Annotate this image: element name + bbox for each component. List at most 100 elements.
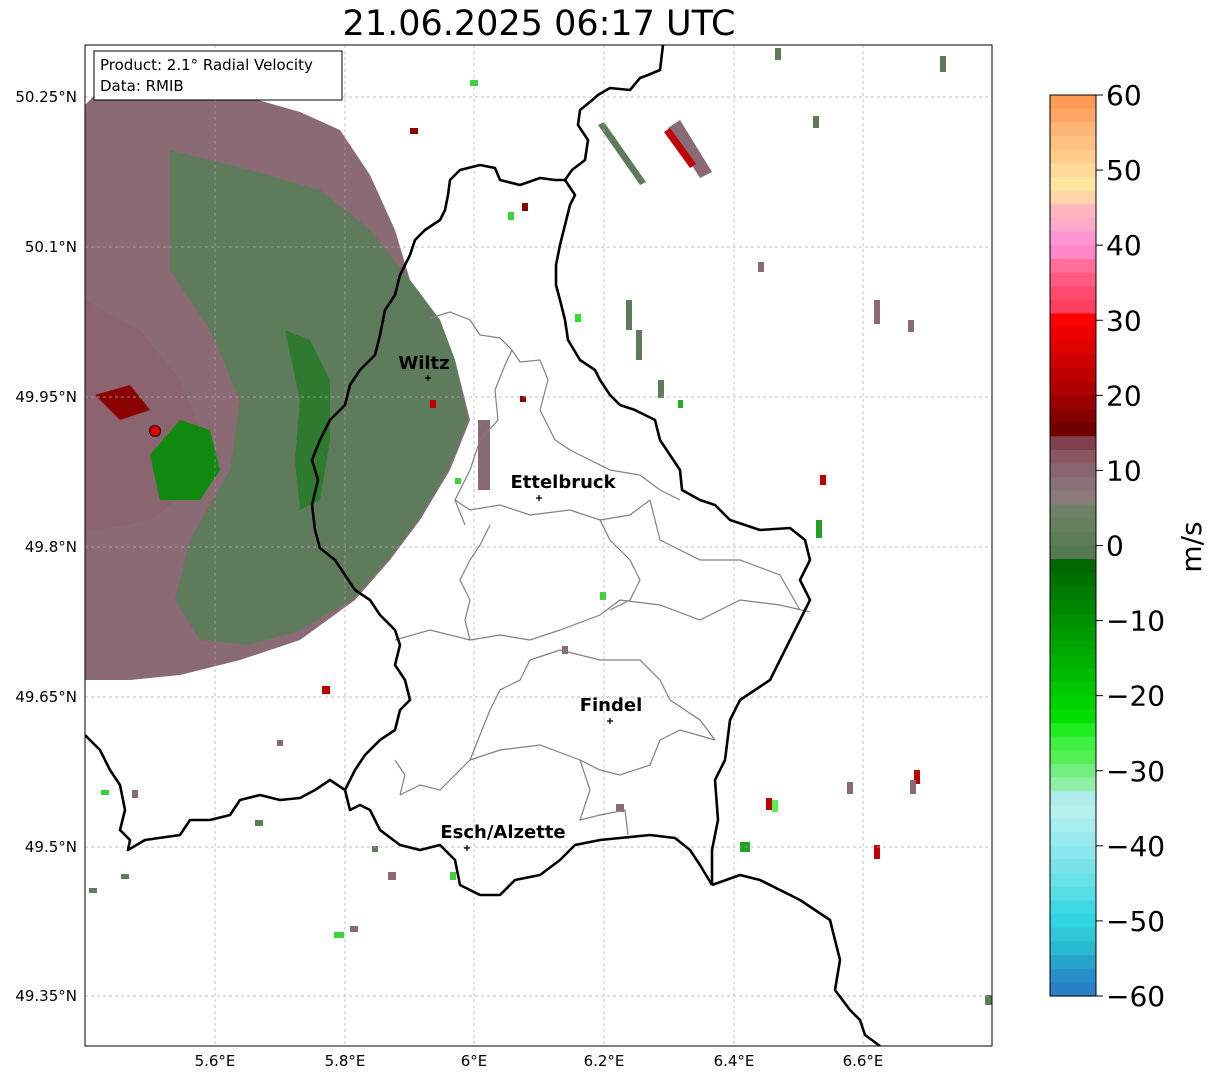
radar-site-marker: [149, 425, 161, 437]
colorbar-segment: [1050, 531, 1096, 547]
colorbar-segment: [1050, 504, 1096, 519]
city-marker-findel: [607, 718, 613, 724]
colorbar-tick-label: 10: [1106, 454, 1142, 487]
city-marker-esch: [464, 845, 470, 851]
colorbar-segment: [1050, 490, 1096, 506]
colorbar-segment: [1050, 736, 1096, 751]
colorbar-ticks: 60 50 40 30 20 10 0 −10 −20 −30 −40 −50 −60: [1096, 79, 1165, 1013]
colorbar-segment: [1050, 695, 1096, 710]
colorbar-segment: [1050, 668, 1096, 683]
colorbar-segment: [1050, 750, 1096, 765]
colorbar-segment: [1050, 190, 1096, 205]
colorbar-segment: [1050, 545, 1096, 560]
lat-label-49.95: 49.95°N: [15, 388, 77, 406]
lat-label-49.5: 49.5°N: [25, 838, 77, 856]
colorbar-segment: [1050, 299, 1096, 315]
lon-label-6.6: 6.6°E: [843, 1052, 884, 1070]
lat-label-50.1: 50.1°N: [25, 238, 77, 256]
lat-label-49.65: 49.65°N: [15, 688, 77, 706]
colorbar-segment: [1050, 586, 1096, 601]
echo-dark-green-band: [285, 330, 330, 510]
lat-label-49.8: 49.8°N: [25, 538, 77, 556]
colorbar-segment: [1050, 122, 1096, 137]
colorbar-segments: [1050, 95, 1096, 997]
colorbar-segment: [1050, 886, 1096, 902]
colorbar-segment: [1050, 763, 1096, 779]
city-label-wiltz: Wiltz: [398, 353, 449, 374]
colorbar-segment: [1050, 176, 1096, 192]
echo-near-radar-red: [95, 385, 150, 420]
colorbar-tick-label: 20: [1106, 379, 1142, 412]
city-marker-wiltz: [425, 375, 431, 381]
colorbar-segment: [1050, 477, 1096, 492]
city-label-esch: Esch/Alzette: [440, 822, 565, 843]
map-frame: [84, 44, 993, 1047]
colorbar-segment: [1050, 613, 1096, 629]
colorbar-segment: [1050, 832, 1096, 847]
colorbar-segment: [1050, 914, 1096, 929]
info-product: Product: 2.1° Radial Velocity: [100, 56, 313, 74]
colorbar-segment: [1050, 804, 1096, 820]
map-title: 21.06.2025 06:17 UTC: [342, 4, 736, 44]
colorbar-tick-label: 40: [1106, 229, 1142, 262]
colorbar-tick-label: 30: [1106, 304, 1142, 337]
colorbar-segment: [1050, 204, 1096, 219]
colorbar-segment: [1050, 368, 1096, 383]
radar-echo-field: [85, 88, 470, 680]
lat-label-49.35: 49.35°N: [15, 987, 77, 1005]
colorbar-segment: [1050, 654, 1096, 669]
colorbar-tick-label: −50: [1106, 905, 1165, 938]
colorbar-segment: [1050, 436, 1096, 451]
colorbar-segment: [1050, 859, 1096, 874]
colorbar-segment: [1050, 941, 1096, 956]
colorbar-segment: [1050, 518, 1096, 533]
colorbar-segment: [1050, 968, 1096, 983]
canton-borders: [394, 311, 811, 836]
city-label-findel: Findel: [580, 695, 643, 716]
colorbar-segment: [1050, 381, 1096, 396]
colorbar-tick-label: −20: [1106, 680, 1165, 713]
colorbar-segment: [1050, 641, 1096, 656]
colorbar-segment: [1050, 900, 1096, 915]
colorbar-segment: [1050, 572, 1096, 588]
colorbar-tick-label: −30: [1106, 755, 1165, 788]
colorbar-segment: [1050, 108, 1096, 123]
colorbar-segment: [1050, 327, 1096, 342]
colorbar-tick-label: −40: [1106, 830, 1165, 863]
colorbar-segment: [1050, 845, 1096, 861]
colorbar-tick-label: −60: [1106, 980, 1165, 1013]
lon-label-6.4: 6.4°E: [714, 1052, 755, 1070]
colorbar-segment: [1050, 422, 1096, 437]
colorbar-segment: [1050, 463, 1096, 478]
colorbar-unit-label: m/s: [1175, 521, 1207, 572]
country-borders: [85, 45, 881, 1046]
lat-label-50.25: 50.25°N: [15, 88, 77, 106]
colorbar-segment: [1050, 395, 1096, 410]
colorbar-segment: [1050, 873, 1096, 888]
info-box: Product: 2.1° Radial Velocity Data: RMIB: [93, 50, 343, 101]
colorbar-segment: [1050, 709, 1096, 724]
colorbar-segment: [1050, 163, 1096, 178]
colorbar-tick-label: −10: [1106, 605, 1165, 638]
colorbar-segment: [1050, 354, 1096, 369]
lon-label-6.0: 6°E: [461, 1052, 488, 1070]
graticule: [85, 45, 992, 1046]
colorbar-segment: [1050, 149, 1096, 164]
colorbar-segment: [1050, 791, 1096, 806]
colorbar-segment: [1050, 722, 1096, 738]
colorbar-segment: [1050, 245, 1096, 260]
colorbar-segment: [1050, 927, 1096, 942]
colorbar-segment: [1050, 340, 1096, 355]
colorbar-segment: [1050, 258, 1096, 274]
colorbar-segment: [1050, 408, 1096, 424]
colorbar-segment: [1050, 818, 1096, 833]
city-label-ettelbruck: Ettelbruck: [510, 472, 616, 493]
colorbar-segment: [1050, 313, 1096, 328]
colorbar-segment: [1050, 627, 1096, 642]
colorbar-segment: [1050, 600, 1096, 615]
colorbar-segment: [1050, 217, 1096, 233]
colorbar-segment: [1050, 955, 1096, 970]
colorbar-segment: [1050, 982, 1096, 997]
colorbar-segment: [1050, 231, 1096, 246]
